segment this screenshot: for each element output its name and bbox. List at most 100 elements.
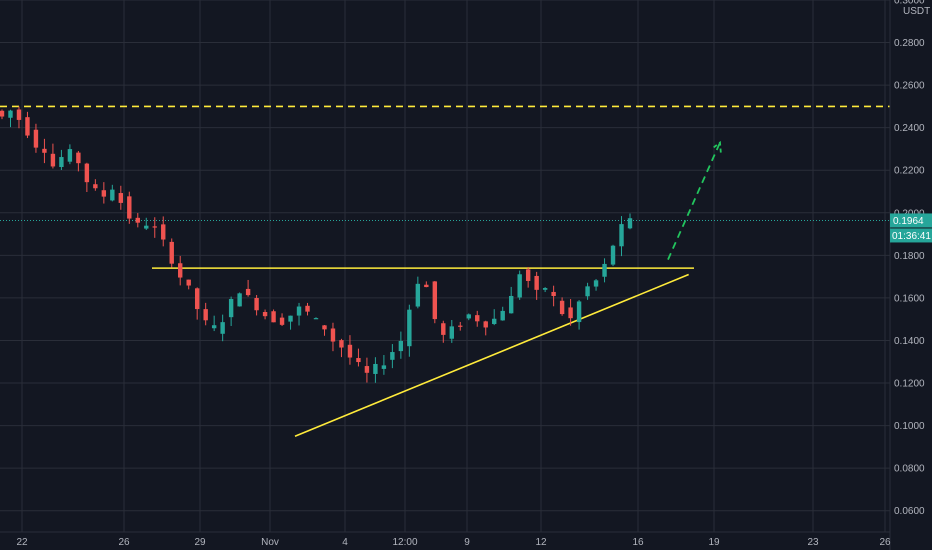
x-tick-label: 4	[342, 537, 348, 548]
projection-arrow-head	[711, 140, 722, 153]
candle-body	[364, 366, 370, 373]
drawings	[0, 105, 890, 437]
y-tick-label: 0.2200	[894, 166, 925, 177]
candle-body	[381, 365, 387, 369]
candle-body	[33, 129, 39, 148]
candle-body	[296, 306, 302, 316]
candle-body	[118, 193, 124, 203]
candle-body	[576, 301, 582, 323]
candle-body	[245, 288, 251, 296]
candle-body	[458, 325, 463, 327]
candle-body	[407, 309, 412, 347]
candle-body	[313, 318, 319, 320]
x-tick-label: 16	[632, 537, 644, 548]
candle-body	[627, 218, 633, 229]
current-price: 0.1964	[893, 216, 924, 227]
candle-body	[220, 322, 225, 334]
y-tick-label: 0.2400	[894, 123, 925, 134]
candle-body	[76, 152, 81, 164]
candle-body	[93, 184, 98, 189]
countdown-badge	[890, 228, 932, 243]
candle-body	[50, 153, 56, 167]
candle-body	[517, 274, 522, 298]
candle-body	[500, 310, 505, 321]
candle-body	[483, 321, 488, 328]
candle-body	[339, 340, 344, 348]
price-badge	[890, 213, 932, 228]
candle-body	[203, 309, 208, 321]
candle-body	[262, 311, 268, 317]
currency-label: USDT	[903, 6, 930, 17]
candle-body	[144, 225, 149, 229]
candle-body	[84, 163, 90, 183]
candle-body	[356, 358, 361, 363]
candle-body	[347, 344, 353, 358]
candle-body	[492, 318, 497, 325]
candle-body	[135, 217, 140, 223]
candle-body	[475, 315, 480, 322]
y-tick-label: 0.1600	[894, 293, 925, 304]
candle-body	[534, 275, 539, 290]
candle-body	[559, 300, 565, 315]
candle-body	[441, 323, 446, 335]
candle-body	[542, 288, 548, 290]
candle-body	[59, 157, 64, 168]
y-tick-label: 0.1800	[894, 251, 925, 262]
y-tick-label: 0.1400	[894, 336, 925, 347]
x-tick-label: 19	[708, 537, 720, 548]
candle-body	[42, 148, 47, 153]
candle-body	[305, 305, 310, 312]
y-tick-label: 0.0600	[894, 506, 925, 517]
candle-body	[211, 325, 217, 329]
candle-body	[67, 149, 73, 162]
candle-body	[449, 326, 454, 339]
price-badges: 0.1964 01:36:41	[890, 213, 932, 243]
candle-body	[619, 224, 624, 247]
candle-body	[169, 241, 174, 264]
candle-body	[127, 196, 132, 219]
candle-body	[525, 269, 531, 281]
candle-body	[398, 340, 404, 352]
candle-body	[568, 307, 573, 319]
candle-body	[508, 295, 514, 314]
y-tick-label: 0.2600	[894, 81, 925, 92]
candle-body	[593, 280, 599, 287]
candles	[0, 106, 633, 383]
x-tick-label: 29	[194, 537, 206, 548]
candle-body	[279, 317, 285, 325]
candle-body	[186, 279, 191, 286]
candle-body	[161, 224, 166, 240]
x-tick-label: Nov	[261, 537, 279, 548]
support-trendline	[294, 273, 689, 437]
x-tick-label: 9	[464, 537, 470, 548]
candle-body	[8, 110, 13, 118]
candle-body	[228, 299, 234, 318]
candle-body	[254, 297, 259, 311]
candle-body	[101, 190, 107, 197]
candle-body	[415, 283, 421, 307]
candle-body	[25, 117, 30, 136]
x-tick-label: 22	[16, 537, 28, 548]
y-tick-label: 0.0800	[894, 464, 925, 475]
x-tick-label: 12	[535, 537, 547, 548]
candle-body	[288, 315, 293, 322]
candle-body	[237, 293, 242, 307]
candle-body	[330, 328, 336, 342]
candle-body	[551, 291, 556, 297]
x-tick-label: 23	[807, 537, 819, 548]
y-tick-label: 0.3000	[894, 0, 925, 7]
x-tick-label: 26	[118, 537, 130, 548]
candle-body	[0, 110, 5, 117]
x-tick-label: 12:00	[392, 537, 417, 548]
candle-body	[178, 263, 183, 278]
y-tick-label: 0.2800	[894, 38, 925, 49]
candle-body	[432, 281, 438, 320]
y-tick-label: 0.1200	[894, 379, 925, 390]
y-tick-label: 0.1000	[894, 421, 925, 432]
candle-body	[424, 284, 429, 288]
candle-body	[585, 286, 590, 297]
projection-arrow-line	[667, 142, 721, 260]
